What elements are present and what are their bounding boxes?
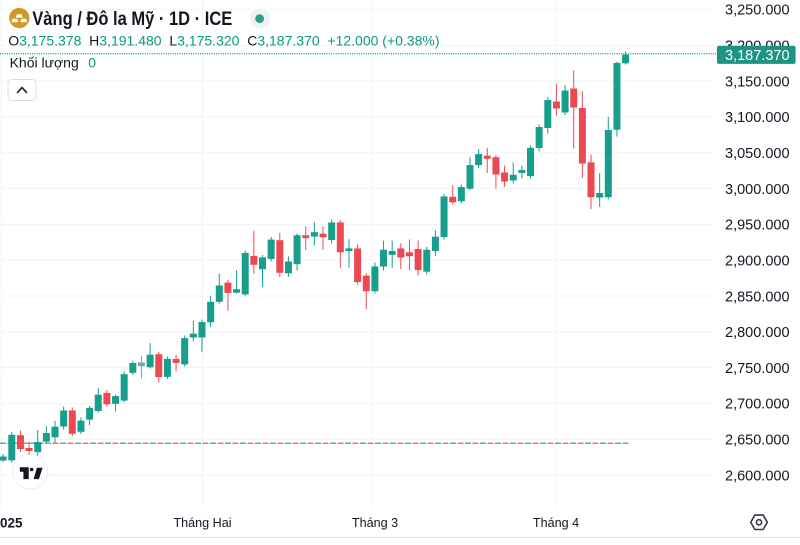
svg-text:Tháng 4: Tháng 4	[533, 516, 579, 530]
svg-text:3,150.000: 3,150.000	[725, 74, 790, 90]
svg-text:Tháng Hai: Tháng Hai	[173, 516, 231, 530]
svg-text:2,600.000: 2,600.000	[725, 468, 790, 484]
svg-text:3,050.000: 3,050.000	[725, 146, 790, 162]
svg-text:2,650.000: 2,650.000	[725, 433, 790, 449]
svg-text:2,900.000: 2,900.000	[725, 253, 790, 269]
svg-text:3,250.000: 3,250.000	[725, 3, 790, 19]
svg-text:2,850.000: 2,850.000	[725, 289, 790, 305]
svg-text:2,800.000: 2,800.000	[725, 325, 790, 341]
svg-text:3,100.000: 3,100.000	[725, 110, 790, 126]
svg-text:Vàng / Đô la Mỹ · 1D · ICE: Vàng / Đô la Mỹ · 1D · ICE	[32, 9, 232, 30]
svg-text:3,000.000: 3,000.000	[725, 182, 790, 198]
svg-text:2025: 2025	[0, 516, 23, 531]
svg-text:O3,175.378 H3,191.480 L3,175: O3,175.378 H3,191.480 L3,175.320 C3,187.…	[8, 32, 439, 48]
svg-text:2,750.000: 2,750.000	[725, 361, 790, 377]
svg-text:3,187.370: 3,187.370	[725, 48, 790, 64]
svg-text:Tháng 3: Tháng 3	[352, 516, 398, 530]
svg-text:2,950.000: 2,950.000	[725, 218, 790, 234]
svg-text:2,700.000: 2,700.000	[725, 397, 790, 413]
